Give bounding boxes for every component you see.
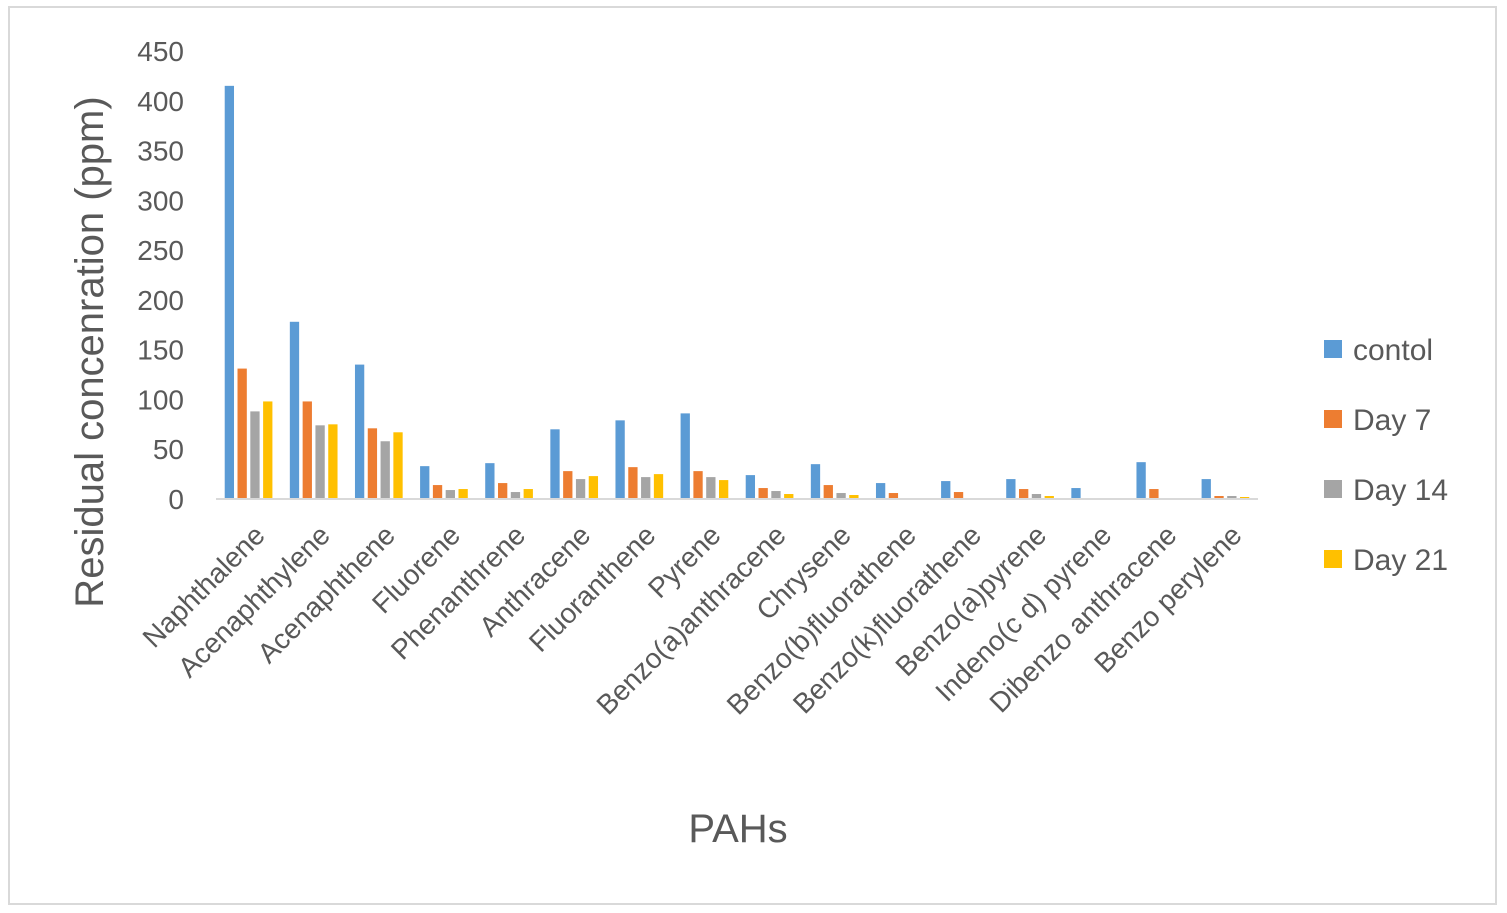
bar-day-7 (498, 483, 508, 499)
legend-swatch (1324, 340, 1342, 358)
y-tick-label: 450 (137, 36, 184, 67)
bar-day-14 (445, 490, 455, 499)
bar-day-21 (328, 424, 338, 499)
bar-contol (1006, 479, 1016, 499)
bar-day-21 (588, 476, 599, 499)
bar-contol (875, 483, 886, 499)
bar-contol (745, 475, 756, 499)
legend-swatch (1324, 550, 1342, 568)
y-tick-label: 50 (153, 434, 184, 465)
bar-contol (810, 464, 821, 499)
legend-swatch (1324, 410, 1342, 428)
y-tick-label: 250 (137, 235, 184, 266)
bar-day-14 (836, 493, 846, 499)
legend-label: Day 14 (1353, 474, 1448, 507)
bar-day-14 (1227, 496, 1237, 499)
y-tick-label: 0 (168, 484, 184, 515)
bar-day-21 (653, 474, 664, 499)
legend-label: Day 21 (1353, 544, 1448, 577)
bar-day-14 (641, 477, 651, 499)
y-axis-title: Residual concenration (ppm) (68, 96, 112, 607)
bar-day-14 (315, 425, 325, 499)
bar-day-14 (250, 411, 260, 499)
bar-contol (1136, 462, 1146, 499)
bars (224, 85, 1250, 499)
bar-day-7 (953, 492, 964, 499)
bar-day-21 (458, 489, 468, 499)
y-tick-label: 150 (137, 335, 184, 366)
bar-contol (420, 466, 430, 499)
x-axis-labels: NaphthaleneAcenaphthyleneAcenaphtheneFlu… (137, 519, 1248, 720)
bar-day-7 (628, 467, 638, 499)
y-tick-label: 350 (137, 136, 184, 167)
bar-contol (485, 463, 495, 499)
bar-day-7 (432, 485, 443, 499)
bar-contol (1071, 488, 1081, 499)
bar-day-21 (393, 432, 403, 499)
y-tick-label: 200 (137, 285, 184, 316)
x-axis-title: PAHs (688, 807, 787, 851)
bar-contol (680, 413, 690, 499)
bar-contol (1201, 479, 1211, 499)
bar-day-7 (888, 493, 899, 499)
bar-day-21 (263, 401, 273, 499)
bar-contol (289, 321, 300, 499)
legend-swatch (1324, 480, 1342, 498)
bar-day-7 (367, 428, 378, 499)
bar-day-21 (784, 494, 794, 499)
bar-day-21 (523, 489, 533, 499)
legend-label: contol (1353, 334, 1433, 367)
y-tick-label: 400 (137, 86, 184, 117)
legend: contol Day 7 Day 14 Day 21 (1324, 334, 1448, 577)
bar-contol (550, 429, 560, 499)
bar-day-7 (302, 401, 312, 499)
bar-day-7 (823, 485, 833, 499)
bar-contol (224, 85, 235, 499)
bar-day-14 (380, 441, 390, 499)
bar-day-21 (718, 480, 729, 499)
bar-day-14 (575, 479, 586, 499)
bar-day-14 (510, 492, 521, 499)
bar-day-21 (849, 495, 859, 499)
bar-day-14 (1031, 494, 1042, 499)
y-tick-label: 300 (137, 185, 184, 216)
bar-day-7 (758, 488, 768, 499)
legend-label: Day 7 (1353, 404, 1431, 437)
bar-day-7 (1149, 489, 1159, 499)
bar-contol (941, 481, 951, 499)
bar-day-7 (237, 368, 247, 499)
bar-contol (615, 420, 625, 499)
bar-day-7 (563, 471, 573, 499)
bar-day-7 (693, 471, 703, 499)
y-axis-ticks: 0 50 100 150 200 250 300 350 400 450 (137, 36, 184, 515)
bar-day-21 (1044, 496, 1054, 499)
y-tick-label: 100 (137, 384, 184, 415)
bar-day-7 (1019, 489, 1029, 499)
bar-day-14 (771, 491, 781, 499)
bar-day-7 (1214, 496, 1224, 499)
bar-day-14 (706, 477, 716, 499)
bar-contol (354, 364, 365, 499)
